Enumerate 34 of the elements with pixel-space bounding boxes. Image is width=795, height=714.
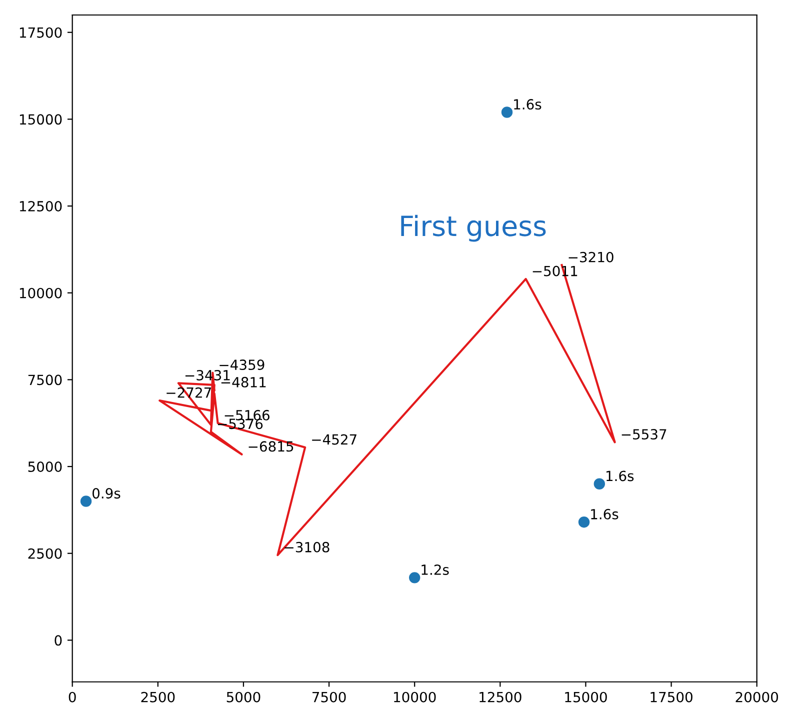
annotation: 0.9s (92, 488, 120, 499)
y-tick-label: 2500 (28, 548, 62, 559)
y-tick-label: 10000 (20, 288, 62, 298)
x-tick-label: 17500 (650, 692, 692, 702)
annotation: 1.6s (606, 470, 634, 482)
x-tick-label: 10000 (394, 692, 436, 702)
annotation: −4359 (220, 360, 264, 370)
y-tick-label: 7500 (28, 374, 62, 386)
x-tick-label: 20000 (736, 692, 778, 702)
annotation: −6815 (248, 441, 294, 452)
point (578, 516, 590, 528)
annotation: −3108 (284, 542, 330, 552)
point (408, 572, 420, 584)
x-tick-label: 2500 (141, 692, 175, 702)
y-tick-label: 15000 (20, 114, 62, 125)
point (501, 106, 513, 118)
annotation: −4527 (312, 434, 356, 445)
annotation: −3210 (568, 252, 614, 262)
y-tick-label: 0 (54, 635, 62, 646)
y-tick-label: 12500 (20, 200, 62, 212)
annotation: First guess (401, 214, 546, 242)
x-tick-label: 15000 (565, 692, 607, 702)
annotation: 1.6s (591, 508, 618, 520)
point (594, 478, 606, 490)
x-tick-label: 7500 (312, 692, 346, 702)
annotation: 1.2s (422, 564, 449, 575)
y-tick-label: 5000 (28, 461, 62, 472)
annotation: −5537 (622, 429, 666, 440)
x-tick-label: 0 (68, 692, 76, 702)
annotation: 1.6s (514, 99, 542, 110)
x-tick-label: 5000 (226, 692, 260, 702)
point (80, 496, 92, 507)
y-tick-label: 17500 (20, 27, 62, 38)
x-tick-label: 12500 (480, 692, 522, 702)
